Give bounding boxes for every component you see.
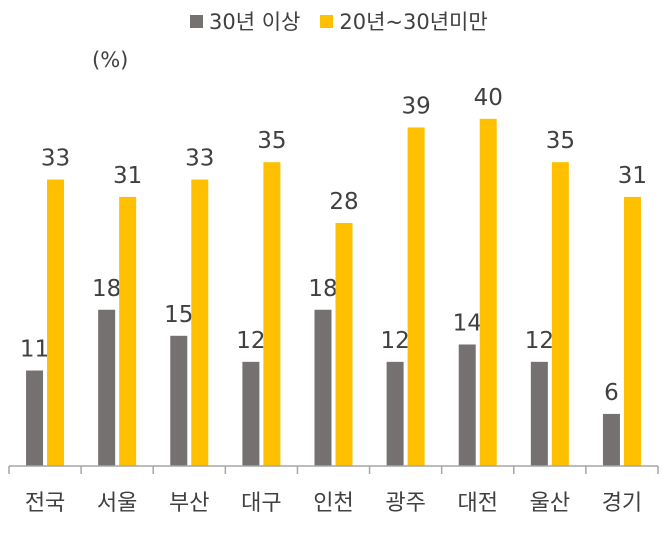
data-label-series-1-7: 14 (453, 310, 482, 336)
legend-item-series-1: 30년 이상 (190, 6, 300, 36)
legend-label-series-1: 30년 이상 (209, 10, 301, 34)
x-tick-label-5: 인천 (313, 491, 353, 516)
x-tick-label-8: 울산 (530, 491, 570, 516)
unit-label: (%) (92, 48, 129, 72)
x-tick-label-6: 광주 (385, 491, 425, 516)
x-tick-label-9: 경기 (602, 491, 642, 516)
data-label-series-1-9: 6 (604, 380, 619, 406)
bar-series-2-2 (119, 196, 137, 467)
bar-series-1-8 (530, 361, 548, 466)
x-tick-label-2: 서울 (97, 491, 137, 516)
x-tick-label-4: 대구 (241, 491, 281, 516)
bar-series-1-9 (602, 413, 620, 466)
bar-series-2-5 (335, 222, 353, 466)
data-label-series-1-6: 12 (380, 328, 409, 354)
legend: 30년 이상 20년~30년미만 (190, 6, 508, 36)
data-label-series-1-3: 15 (164, 302, 193, 328)
bar-series-2-9 (623, 196, 641, 467)
data-label-series-2-4: 35 (257, 128, 286, 154)
x-tick-label-1: 전국 (25, 491, 65, 516)
legend-swatch-series-2 (320, 14, 334, 28)
legend-item-series-2: 20년~30년미만 (320, 6, 488, 36)
data-label-series-2-9: 31 (618, 163, 647, 189)
data-label-series-2-5: 28 (329, 189, 358, 215)
x-tick-label-7: 대전 (457, 491, 497, 516)
bar-series-1-3 (170, 335, 188, 466)
bar-series-2-4 (263, 162, 281, 466)
bar-series-2-1 (47, 179, 65, 466)
data-label-series-1-4: 12 (236, 328, 265, 354)
data-label-series-2-8: 35 (546, 128, 575, 154)
data-label-series-1-5: 18 (308, 276, 337, 302)
data-label-series-1-8: 12 (525, 328, 554, 354)
bar-series-1-7 (458, 344, 476, 466)
bar-series-1-5 (314, 309, 332, 466)
bar-series-1-2 (98, 309, 116, 466)
bar-series-1-4 (242, 361, 260, 466)
bar-series-2-6 (407, 127, 425, 466)
data-label-series-2-6: 39 (401, 93, 430, 119)
bar-series-1-6 (386, 361, 404, 466)
data-label-series-2-2: 31 (113, 163, 142, 189)
data-label-series-2-1: 33 (41, 146, 70, 172)
data-label-series-2-7: 40 (474, 85, 503, 111)
bar-series-1-1 (26, 370, 44, 466)
x-tick-label-3: 부산 (169, 491, 209, 516)
data-label-series-2-3: 33 (185, 146, 214, 172)
legend-swatch-series-1 (190, 14, 203, 28)
legend-label-series-2: 20년~30년미만 (339, 10, 488, 34)
bar-series-2-7 (479, 118, 497, 467)
bar-series-2-8 (551, 162, 569, 466)
data-label-series-1-1: 11 (20, 337, 49, 363)
bar-series-2-3 (191, 179, 209, 466)
data-label-series-1-2: 18 (92, 276, 121, 302)
